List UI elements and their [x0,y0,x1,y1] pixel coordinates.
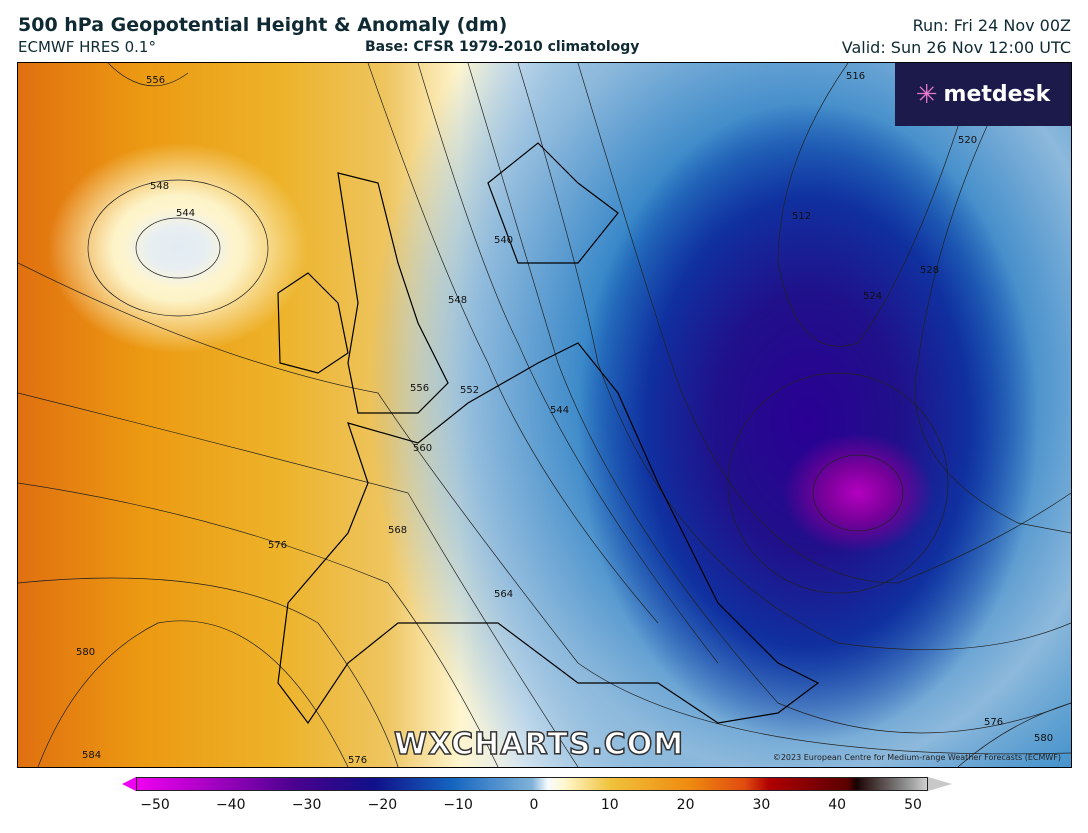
contour-label: 516 [846,71,865,82]
contour-label: 568 [388,525,407,536]
contour-label: 576 [984,717,1003,728]
contour-label: 576 [268,540,287,551]
contour-line [777,63,979,347]
contour-low-inner [812,454,904,532]
contour-label: 544 [176,208,195,219]
coastlines [277,142,820,725]
contour-line [37,620,349,767]
colorbar-tick-label: −50 [140,797,170,813]
contour-label: 548 [150,181,169,192]
height-contours [18,63,1071,767]
coastline-britain [337,172,449,414]
contour-label: 556 [146,75,165,86]
colorbar-tick-label: 30 [752,797,771,813]
chart-title: 500 hPa Geopotential Height & Anomaly (d… [18,14,508,36]
contour-label: 548 [448,295,467,306]
contour-line [18,482,499,767]
contour-line [467,63,1071,734]
base-climatology-label: Base: CFSR 1979-2010 climatology [365,39,640,55]
anomaly-colorbar [136,777,928,791]
contour-label: 544 [550,405,569,416]
contour-label: 512 [792,211,811,222]
contour-label: 524 [863,291,882,302]
contour-line [914,63,1071,534]
contour-544 [135,217,221,279]
contour-line [18,392,579,767]
colorbar-tick-label: 20 [676,797,695,813]
starburst-icon: ✳ [915,79,938,110]
contour-label: 552 [460,385,479,396]
contour-label: 580 [76,647,95,658]
contour-line [517,63,1071,650]
coastline-scandinavia [487,142,619,264]
coastline-ireland [277,272,349,374]
model-label: ECMWF HRES 0.1° [18,38,156,56]
colorbar-tick-label: −20 [367,797,398,813]
valid-time: Valid: Sun 26 Nov 12:00 UTC [841,38,1071,57]
contour-labels: 556 548 544 540 548 556 552 544 560 568 … [76,71,1053,766]
contour-line [417,63,719,664]
wxcharts-watermark: WXCHARTS.COM [393,726,685,763]
contour-line [577,63,1071,584]
contour-line [18,577,399,767]
contour-line [367,63,659,624]
colorbar-tick-label: 0 [529,797,539,813]
contour-line [957,702,1071,767]
colorbar-max-arrow [928,777,952,791]
contour-label: 540 [494,235,513,246]
contour-label: 580 [1034,733,1053,744]
metdesk-logo: ✳ metdesk [895,63,1071,126]
contour-548 [87,179,269,317]
contour-label: 584 [82,750,101,761]
contour-label: 556 [410,383,429,394]
run-time: Run: Fri 24 Nov 00Z [912,16,1071,35]
contour-label: 520 [958,135,977,146]
contours-layer: 556 548 544 540 548 556 552 544 560 568 … [18,63,1071,767]
coastline-continent [277,342,820,725]
colorbar-tick-label: 40 [828,797,847,813]
contour-label: 560 [413,443,432,454]
contour-label: 528 [920,265,939,276]
colorbar-tick-label: 50 [904,797,922,813]
colorbar-tick-label: −30 [291,797,322,813]
contour-label: 576 [348,755,367,766]
colorbar-tick-label: −40 [216,797,246,813]
ecmwf-credit: ©2023 European Centre for Medium-range W… [772,753,1061,762]
colorbar-min-arrow [122,777,136,791]
colorbar-tick-label: 10 [600,797,619,813]
contour-label: 564 [494,589,513,600]
colorbar-tick-label: −10 [443,797,473,813]
logo-text: metdesk [943,82,1051,107]
contour-low-outer [727,372,949,594]
contour-line [18,262,1071,755]
contour-556 [107,63,189,87]
weather-map[interactable]: 556 548 544 540 548 556 552 544 560 568 … [17,62,1072,768]
